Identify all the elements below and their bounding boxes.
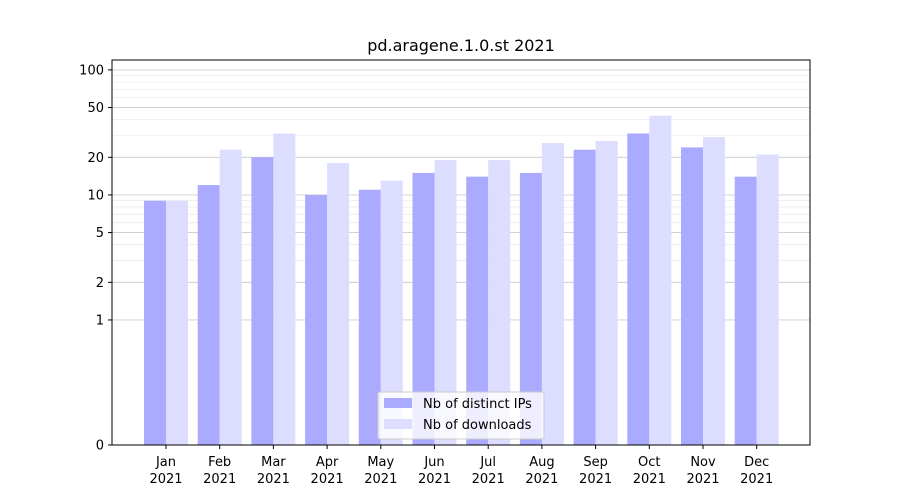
bar-distinct-ips-jan <box>144 200 166 445</box>
bar-downloads-apr <box>327 163 350 445</box>
x-tick-label-year: 2021 <box>203 472 236 487</box>
bar-downloads-jan <box>166 200 188 445</box>
x-tick-label-month: May <box>367 455 394 470</box>
plot-frame <box>111 59 811 446</box>
x-tick-label-year: 2021 <box>418 472 451 487</box>
x-tick-label-year: 2021 <box>311 472 344 487</box>
legend-label-downloads: Nb of downloads <box>423 418 532 433</box>
bars <box>144 115 779 446</box>
x-tick-label-year: 2021 <box>472 472 505 487</box>
y-tick-label: 50 <box>87 101 104 116</box>
legend-label-distinct-ips: Nb of distinct IPs <box>423 397 532 412</box>
legend-swatch-distinct-ips <box>384 398 412 408</box>
x-tick-label-month: Sep <box>583 455 608 470</box>
y-tick-label: 0 <box>96 439 104 454</box>
x-tick-label-month: Jan <box>155 455 176 470</box>
bar-downloads-oct <box>649 115 672 445</box>
legend-box <box>377 391 545 440</box>
y-axis: 0 1 2 5 10 20 50 100 <box>79 63 112 454</box>
x-tick-label-year: 2021 <box>740 472 773 487</box>
bar-distinct-ips-aug <box>519 172 542 445</box>
bar-distinct-ips-mar <box>251 157 274 445</box>
x-tick-label-month: Apr <box>316 455 339 470</box>
x-tick-label-month: Oct <box>638 455 660 470</box>
x-tick-label-year: 2021 <box>686 472 719 487</box>
y-tick-label: 1 <box>96 313 104 328</box>
x-tick-label-year: 2021 <box>525 472 558 487</box>
y-tick-label: 5 <box>96 226 104 241</box>
x-tick-label-month: Nov <box>690 455 716 470</box>
x-tick-label-month: Dec <box>744 455 769 470</box>
x-axis: Jan 2021 Feb 2021 Mar 2021 Apr 2021 May 2021 Jun 20… <box>149 445 773 487</box>
x-tick-label-year: 2021 <box>633 472 666 487</box>
bar-downloads-may <box>380 180 403 445</box>
x-tick-label-month: Jun <box>423 455 444 470</box>
bar-downloads-mar <box>273 133 296 445</box>
bar-downloads-nov <box>703 137 725 445</box>
x-tick-label-month: Feb <box>208 455 231 470</box>
bar-distinct-ips-sep <box>573 149 596 446</box>
bar-distinct-ips-dec <box>734 176 757 445</box>
y-tick-label: 2 <box>96 276 104 291</box>
chart-title: pd.aragene.1.0.st 2021 <box>367 36 555 55</box>
x-tick-label-month: Aug <box>529 455 554 470</box>
bar-distinct-ips-oct <box>627 133 650 445</box>
bar-distinct-ips-jun <box>412 172 435 445</box>
legend-swatch-downloads <box>384 419 412 429</box>
legend: Nb of distinct IPs Nb of downloads <box>377 391 545 440</box>
y-tick-label: 20 <box>87 151 104 166</box>
bar-downloads-sep <box>595 140 618 445</box>
x-tick-label-year: 2021 <box>364 472 397 487</box>
bar-downloads-aug <box>541 143 564 445</box>
x-tick-label-year: 2021 <box>579 472 612 487</box>
bar-distinct-ips-jul <box>466 176 489 445</box>
x-tick-label-year: 2021 <box>257 472 290 487</box>
x-tick-label-month: Mar <box>261 455 286 470</box>
bar-downloads-jun <box>434 160 457 445</box>
bar-downloads-dec <box>756 154 779 446</box>
y-tick-label: 10 <box>87 188 104 203</box>
y-tick-label: 100 <box>79 63 104 78</box>
bar-downloads-jul <box>488 160 511 445</box>
bar-downloads-feb <box>219 149 242 446</box>
bar-distinct-ips-nov <box>681 147 703 446</box>
x-tick-label-year: 2021 <box>149 472 182 487</box>
bar-distinct-ips-may <box>358 189 381 445</box>
bar-distinct-ips-apr <box>305 194 328 445</box>
x-tick-label-month: Jul <box>479 455 496 470</box>
bar-distinct-ips-feb <box>197 185 220 445</box>
